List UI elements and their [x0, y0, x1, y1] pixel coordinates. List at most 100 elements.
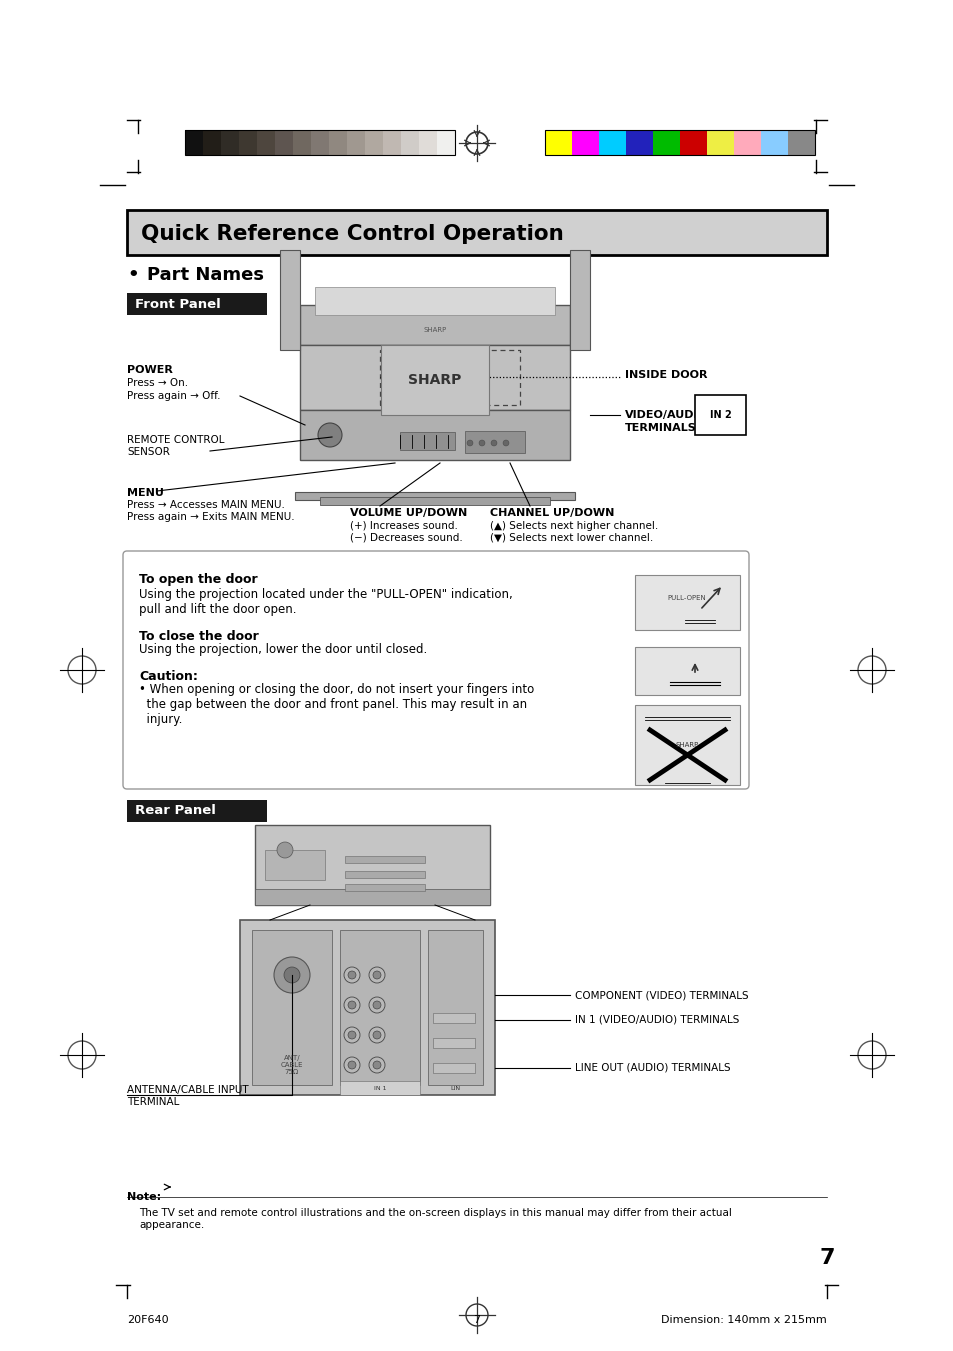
Bar: [787, 130, 814, 155]
Text: Rear Panel: Rear Panel: [135, 804, 215, 817]
Text: (−) Decreases sound.: (−) Decreases sound.: [350, 534, 462, 543]
Text: REMOTE CONTROL: REMOTE CONTROL: [127, 435, 224, 444]
Text: •: •: [127, 266, 138, 284]
Bar: [299, 305, 569, 345]
Bar: [339, 1081, 419, 1096]
Bar: [345, 857, 424, 863]
Text: ANT/
CABLE
75Ω: ANT/ CABLE 75Ω: [280, 1055, 303, 1075]
Bar: [760, 130, 787, 155]
Bar: [127, 800, 267, 821]
Text: 7: 7: [819, 1248, 834, 1269]
Bar: [652, 130, 679, 155]
Bar: [635, 576, 740, 630]
Text: Using the projection, lower the door until closed.: Using the projection, lower the door unt…: [139, 643, 427, 657]
Circle shape: [276, 842, 293, 858]
Text: Press → On.: Press → On.: [127, 378, 188, 388]
Bar: [544, 130, 814, 155]
Bar: [319, 497, 550, 505]
Bar: [379, 350, 519, 405]
Bar: [127, 293, 267, 315]
Text: SHARP: SHARP: [423, 327, 446, 332]
Bar: [254, 889, 490, 905]
Text: Press again → Off.: Press again → Off.: [127, 390, 220, 401]
Text: SHARP: SHARP: [408, 373, 461, 386]
Bar: [464, 431, 524, 453]
Circle shape: [369, 1027, 385, 1043]
Text: COMPONENT (VIDEO) TERMINALS: COMPONENT (VIDEO) TERMINALS: [575, 990, 748, 1000]
Text: 7: 7: [473, 1315, 480, 1325]
Text: CHANNEL UP/DOWN: CHANNEL UP/DOWN: [490, 508, 614, 517]
Bar: [299, 409, 569, 459]
Bar: [428, 929, 482, 1085]
Circle shape: [467, 440, 473, 446]
Bar: [433, 1038, 475, 1048]
Text: MENU: MENU: [127, 488, 164, 499]
Circle shape: [373, 971, 380, 979]
Bar: [433, 1063, 475, 1073]
Text: LINE OUT (AUDIO) TERMINALS: LINE OUT (AUDIO) TERMINALS: [575, 1063, 730, 1073]
Circle shape: [491, 440, 497, 446]
Bar: [544, 130, 572, 155]
FancyBboxPatch shape: [123, 551, 748, 789]
Circle shape: [348, 1001, 355, 1009]
Text: Front Panel: Front Panel: [135, 297, 220, 311]
Bar: [418, 130, 436, 155]
Bar: [203, 130, 221, 155]
Bar: [679, 130, 706, 155]
Text: IN 1: IN 1: [374, 1085, 386, 1090]
Bar: [293, 130, 311, 155]
Circle shape: [478, 440, 484, 446]
Bar: [382, 130, 400, 155]
Text: Part Names: Part Names: [147, 266, 264, 284]
Circle shape: [502, 440, 509, 446]
Bar: [265, 850, 325, 880]
Bar: [274, 130, 293, 155]
Text: The TV set and remote control illustrations and the on-screen displays in this m: The TV set and remote control illustrati…: [139, 1208, 731, 1229]
Text: 20F640: 20F640: [127, 1315, 169, 1325]
Text: VOLUME UP/DOWN: VOLUME UP/DOWN: [350, 508, 467, 517]
Bar: [399, 432, 455, 450]
Bar: [329, 130, 347, 155]
Bar: [239, 130, 256, 155]
Bar: [127, 209, 826, 255]
Text: IN 2: IN 2: [709, 409, 731, 420]
Circle shape: [274, 957, 310, 993]
Bar: [569, 250, 589, 350]
Circle shape: [344, 1027, 359, 1043]
Bar: [706, 130, 733, 155]
Bar: [635, 647, 740, 694]
Text: ANTENNA/CABLE INPUT
TERMINAL: ANTENNA/CABLE INPUT TERMINAL: [127, 1085, 249, 1106]
Text: PULL-OPEN: PULL-OPEN: [667, 594, 705, 601]
Bar: [221, 130, 239, 155]
Bar: [365, 130, 382, 155]
Bar: [400, 130, 418, 155]
Bar: [254, 825, 490, 905]
Bar: [345, 871, 424, 878]
Bar: [311, 130, 329, 155]
Bar: [280, 250, 299, 350]
Circle shape: [369, 1056, 385, 1073]
Text: Dimension: 140mm x 215mm: Dimension: 140mm x 215mm: [660, 1315, 826, 1325]
Bar: [314, 286, 555, 315]
Bar: [299, 345, 569, 409]
Bar: [347, 130, 365, 155]
Text: LIN: LIN: [450, 1085, 459, 1090]
Text: VIDEO/AUDIO: VIDEO/AUDIO: [624, 409, 707, 420]
Bar: [625, 130, 652, 155]
Bar: [185, 130, 455, 155]
Text: Note:: Note:: [127, 1192, 161, 1202]
Circle shape: [344, 967, 359, 984]
Text: POWER: POWER: [127, 365, 172, 376]
Bar: [256, 130, 274, 155]
Text: TERMINALS: TERMINALS: [624, 423, 696, 434]
Circle shape: [373, 1061, 380, 1069]
Circle shape: [284, 967, 299, 984]
Text: Caution:: Caution:: [139, 670, 197, 684]
Bar: [635, 705, 740, 785]
Circle shape: [348, 971, 355, 979]
Text: Press again → Exits MAIN MENU.: Press again → Exits MAIN MENU.: [127, 512, 294, 521]
Bar: [339, 929, 419, 1085]
Bar: [433, 1013, 475, 1023]
Text: IN 1 (VIDEO/AUDIO) TERMINALS: IN 1 (VIDEO/AUDIO) TERMINALS: [575, 1015, 739, 1025]
Bar: [240, 920, 495, 1096]
